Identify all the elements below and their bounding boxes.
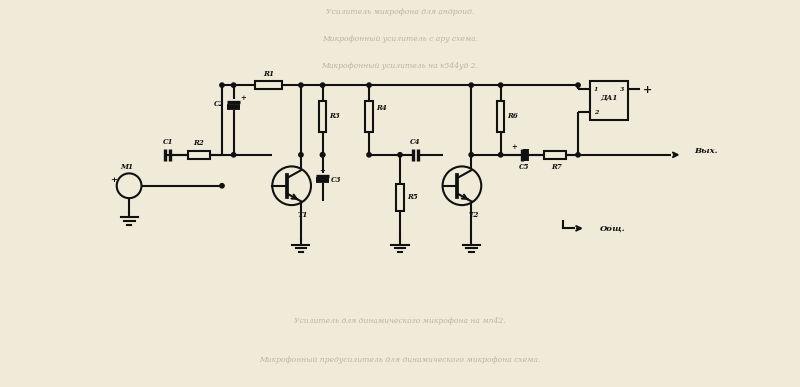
Circle shape: [220, 83, 224, 87]
Text: R3: R3: [330, 112, 340, 120]
Text: T1: T1: [298, 211, 309, 219]
Text: +: +: [512, 143, 518, 151]
Text: C2: C2: [214, 101, 225, 108]
Circle shape: [321, 152, 325, 157]
Text: +: +: [643, 84, 652, 94]
Text: C3: C3: [331, 176, 342, 184]
Bar: [396, 184, 404, 211]
Circle shape: [469, 152, 474, 157]
Bar: [365, 101, 373, 132]
Circle shape: [442, 166, 482, 205]
Text: Вых.: Вых.: [694, 147, 718, 155]
Circle shape: [298, 152, 303, 157]
Circle shape: [576, 152, 580, 157]
Circle shape: [298, 83, 303, 87]
Text: Микрофонный усилитель с ару схема.: Микрофонный усилитель с ару схема.: [322, 35, 478, 43]
Circle shape: [117, 173, 142, 198]
Bar: [318, 101, 326, 132]
Bar: [255, 81, 282, 89]
Circle shape: [398, 152, 402, 157]
Text: R6: R6: [508, 112, 518, 120]
Text: R1: R1: [263, 70, 274, 77]
Circle shape: [321, 83, 325, 87]
Text: R2: R2: [194, 139, 204, 147]
Circle shape: [220, 183, 224, 188]
Text: R5: R5: [407, 194, 418, 201]
Text: +: +: [241, 94, 246, 101]
Text: 1: 1: [594, 87, 598, 91]
Text: 2: 2: [594, 110, 598, 115]
Bar: [188, 151, 210, 159]
Text: М1: М1: [120, 163, 134, 171]
Text: Усилитель для динамического микрофона на мп42.: Усилитель для динамического микрофона на…: [294, 317, 506, 325]
Circle shape: [576, 83, 580, 87]
Circle shape: [272, 166, 311, 205]
Text: C1: C1: [162, 139, 173, 146]
Circle shape: [367, 83, 371, 87]
Circle shape: [498, 83, 502, 87]
Text: Микрофонный предусилитель для динамического микрофона схема.: Микрофонный предусилитель для динамическ…: [259, 356, 541, 364]
Circle shape: [469, 83, 474, 87]
Bar: [544, 151, 566, 159]
Text: C4: C4: [410, 139, 421, 146]
Text: Микрофонный усилитель на к544уд 2.: Микрофонный усилитель на к544уд 2.: [322, 62, 478, 70]
Circle shape: [321, 152, 325, 157]
Text: 3: 3: [620, 87, 624, 91]
Text: R7: R7: [551, 163, 562, 171]
Circle shape: [231, 83, 236, 87]
Text: +: +: [110, 176, 117, 183]
Text: R4: R4: [376, 104, 386, 112]
Text: Усилитель микрофона для андроид.: Усилитель микрофона для андроид.: [326, 8, 474, 15]
Bar: [590, 81, 628, 120]
Circle shape: [367, 152, 371, 157]
Text: T2: T2: [468, 211, 478, 219]
Text: ДА1: ДА1: [600, 94, 618, 102]
Circle shape: [498, 152, 502, 157]
Text: +: +: [320, 167, 326, 175]
Text: Общ.: Общ.: [600, 224, 626, 232]
Circle shape: [231, 152, 236, 157]
Text: C5: C5: [518, 163, 529, 171]
Bar: [497, 101, 505, 132]
